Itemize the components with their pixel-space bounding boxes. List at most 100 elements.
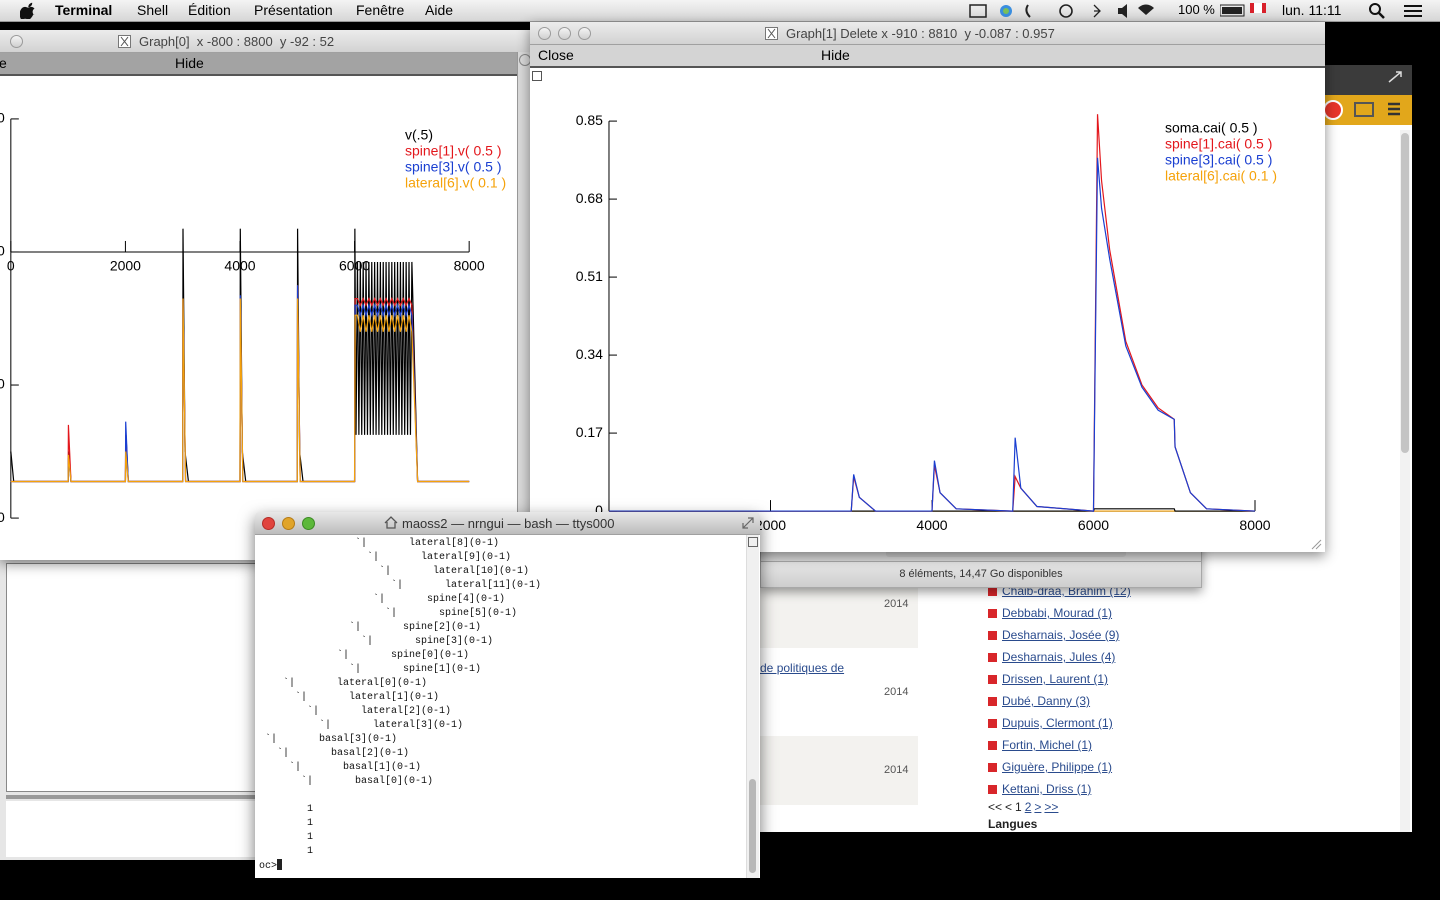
- author-row: Debbabi, Mourad (1): [988, 602, 1131, 624]
- menu-item[interactable]: Édition: [188, 2, 231, 18]
- hide-button[interactable]: Hide: [821, 47, 850, 63]
- scrollbar[interactable]: [1400, 130, 1410, 832]
- terminal-line: `| lateral[10](0-1): [259, 566, 530, 577]
- button-bar: e Hide: [0, 53, 517, 76]
- terminal-spacer: [259, 789, 541, 803]
- remove-icon[interactable]: [988, 652, 997, 662]
- terminal-line: `| spine[4](0-1): [259, 594, 506, 605]
- pager-item[interactable]: >: [1034, 800, 1042, 814]
- author-link[interactable]: Giguère, Philippe (1): [1002, 760, 1113, 774]
- pager-item[interactable]: <: [1005, 800, 1013, 814]
- y-tick-label: 0.34: [576, 346, 603, 362]
- author-row: Kettani, Driss (1): [988, 778, 1131, 800]
- terminal-prompt-line: oc>: [259, 859, 541, 874]
- author-link[interactable]: Desharnais, Jules (4): [1002, 650, 1116, 664]
- terminal-line: `| basal[3](0-1): [259, 734, 398, 745]
- terminal-line: `| spine[1](0-1): [259, 664, 482, 675]
- remove-icon[interactable]: [988, 608, 997, 618]
- x-tick-label: 0: [7, 258, 15, 274]
- terminal-prompt: oc>: [259, 861, 278, 872]
- legend-entry: spine[1].cai( 0.5 ): [1165, 136, 1272, 152]
- menu-item[interactable]: Fenêtre: [356, 2, 405, 18]
- remove-icon[interactable]: [988, 740, 997, 750]
- resize-grip[interactable]: [1310, 538, 1322, 550]
- trace: [10, 228, 470, 483]
- author-link[interactable]: Fortin, Michel (1): [1002, 738, 1093, 752]
- x-icon: [118, 35, 131, 48]
- terminal-line: `| spine[2](0-1): [259, 622, 482, 633]
- x-tick-label: 8000: [454, 258, 485, 274]
- pager: << <1 2 > >>: [988, 800, 1061, 814]
- remove-icon[interactable]: [988, 784, 997, 794]
- pager-item[interactable]: 2: [1024, 800, 1032, 814]
- search-list-icons[interactable]: [1368, 2, 1428, 20]
- status-icons[interactable]: [966, 1, 1166, 21]
- terminal-line: `| lateral[1](0-1): [259, 692, 440, 703]
- titlebar: maoss2 — nrngui — bash — ttys000: [255, 512, 760, 535]
- remove-icon[interactable]: [988, 718, 997, 728]
- y-tick-label: 0.85: [576, 112, 603, 128]
- author-link[interactable]: Desharnais, Josée (9): [1002, 628, 1120, 642]
- terminal-output: `| lateral[8](0-1) `| lateral[9](0-1) `|…: [259, 537, 541, 874]
- author-link[interactable]: Kettani, Driss (1): [1002, 782, 1092, 796]
- author-link[interactable]: Drissen, Laurent (1): [1002, 672, 1109, 686]
- legend-entry: soma.cai( 0.5 ): [1165, 120, 1258, 136]
- terminal-line: 1: [259, 846, 314, 857]
- terminal-line: `| lateral[8](0-1): [259, 538, 500, 549]
- menu-item[interactable]: Présentation: [254, 2, 333, 18]
- pager-item[interactable]: >>: [1044, 800, 1059, 814]
- terminal-line: `| spine[5](0-1): [259, 608, 518, 619]
- y-tick-label: -40: [0, 376, 5, 392]
- remove-icon[interactable]: [988, 586, 997, 596]
- facet-heading: Langues: [988, 817, 1038, 831]
- result-link[interactable]: n de politiques de: [750, 661, 845, 675]
- author-link[interactable]: Dupuis, Clermont (1): [1002, 716, 1113, 730]
- pager-item[interactable]: <<: [988, 800, 1003, 814]
- window-title: Graph[1] Delete x -910 : 8810 y -0.087 :…: [786, 26, 1055, 41]
- side-strip: [517, 52, 531, 560]
- fullscreen-icon[interactable]: [741, 516, 755, 530]
- button-bar: Close Hide: [530, 45, 1325, 68]
- fullscreen-icon[interactable]: [1386, 69, 1406, 85]
- terminal-line: 1: [259, 832, 314, 843]
- pager-item[interactable]: 1: [1015, 800, 1022, 814]
- remove-icon[interactable]: [988, 630, 997, 640]
- menu-clock[interactable]: lun. 11:11: [1282, 2, 1342, 18]
- author-link[interactable]: Dubé, Danny (3): [1002, 694, 1091, 708]
- scrollbar[interactable]: [746, 535, 759, 878]
- remove-icon[interactable]: [988, 762, 997, 772]
- battery-flag-icons[interactable]: [1220, 3, 1272, 19]
- terminal-line: `| lateral[0](0-1): [259, 678, 428, 689]
- battery-level[interactable]: 100 %: [1178, 2, 1215, 17]
- author-row: Dubé, Danny (3): [988, 690, 1131, 712]
- menu-app[interactable]: Terminal: [55, 2, 113, 18]
- x-tick-label: 4000: [916, 517, 947, 533]
- y-tick-label: 40: [0, 110, 5, 126]
- terminal-line: `| lateral[9](0-1): [259, 552, 512, 563]
- checkbox[interactable]: [532, 71, 542, 81]
- x-tick-label: 2000: [110, 258, 141, 274]
- terminal-line: `| lateral[3](0-1): [259, 720, 464, 731]
- terminal-window: maoss2 — nrngui — bash — ttys000 `| late…: [255, 512, 760, 878]
- menu-item[interactable]: Shell: [137, 2, 169, 18]
- legend-entry: spine[3].v( 0.5 ): [405, 159, 502, 175]
- y-tick-label: 0.51: [576, 268, 603, 284]
- hide-button[interactable]: Hide: [175, 55, 204, 71]
- author-row: Dupuis, Clermont (1): [988, 712, 1131, 734]
- result-year: 2014: [884, 686, 909, 698]
- apple-icon[interactable]: [20, 2, 36, 19]
- y-tick-label: -80: [0, 509, 5, 525]
- remove-icon[interactable]: [988, 674, 997, 684]
- legend-entry: spine[3].cai( 0.5 ): [1165, 152, 1272, 168]
- remove-icon[interactable]: [988, 696, 997, 706]
- legend-entry: spine[1].v( 0.5 ): [405, 143, 502, 159]
- panel: [6, 801, 255, 857]
- close-button[interactable]: Close: [538, 47, 574, 63]
- graph1-window: Graph[1] Delete x -910 : 8810 y -0.087 :…: [530, 22, 1325, 552]
- x-icon: [765, 27, 778, 40]
- window-title: Graph[0] x -800 : 8800 y -92 : 52: [139, 34, 335, 49]
- close-button[interactable]: e: [0, 55, 7, 71]
- author-link[interactable]: Debbabi, Mourad (1): [1002, 606, 1113, 620]
- menu-item[interactable]: Aide: [425, 2, 454, 18]
- toolbar-icons[interactable]: [1320, 98, 1412, 122]
